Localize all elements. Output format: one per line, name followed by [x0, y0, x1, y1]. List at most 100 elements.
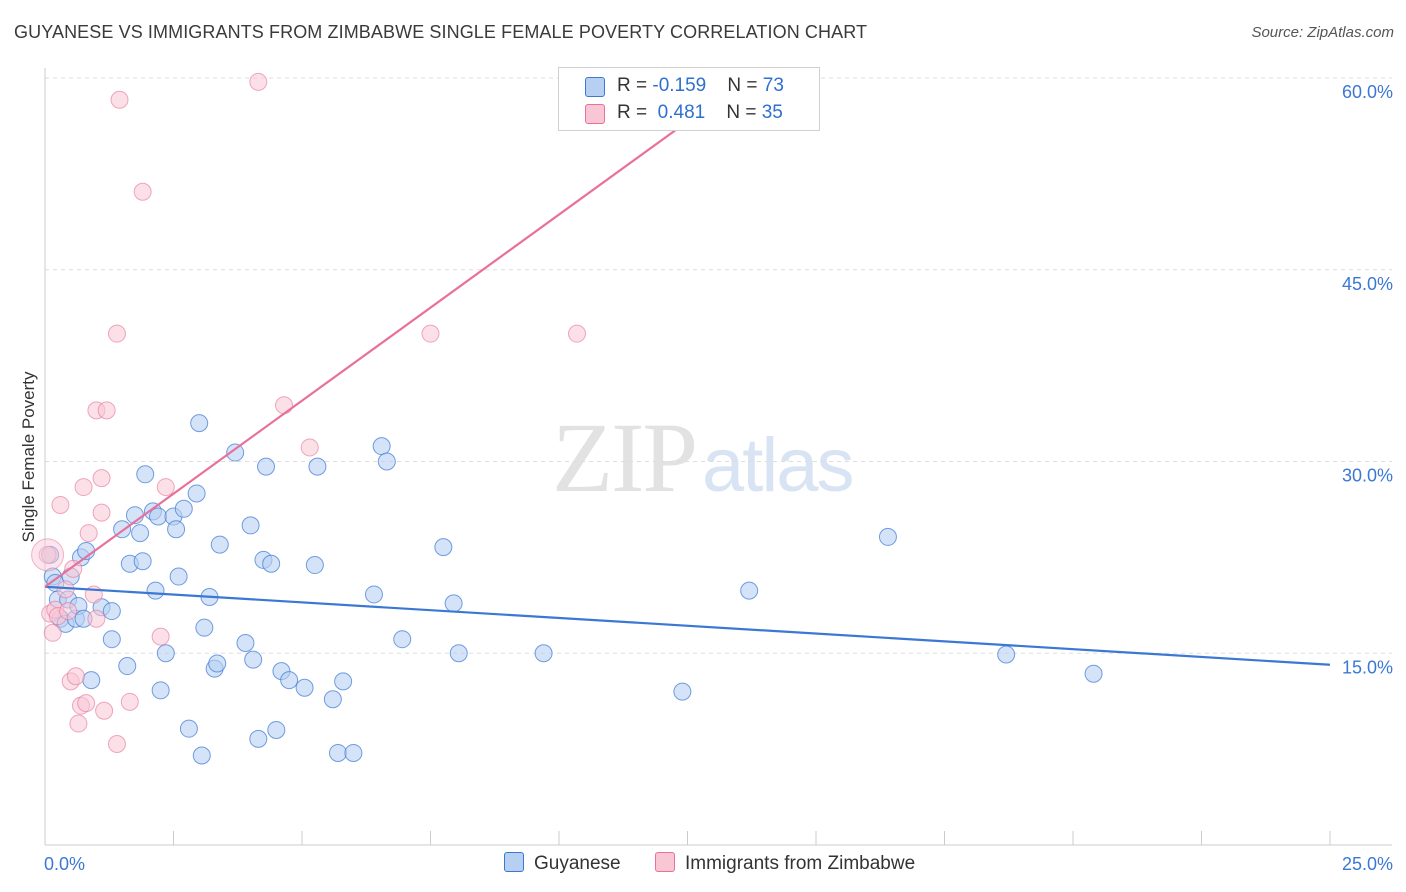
guyanese-point	[210, 535, 229, 554]
zimbabwe-point	[97, 401, 116, 420]
guyanese-point	[377, 452, 396, 471]
guyanese-point	[249, 729, 268, 748]
tick-labels: 15.0% 30.0% 45.0% 60.0% 0.0% 25.0%	[44, 82, 1393, 874]
zimbabwe-point	[249, 72, 268, 91]
guyanese-point	[167, 520, 186, 539]
guyanese-point	[82, 671, 101, 690]
zimbabwe-point	[567, 324, 586, 343]
guyanese-point	[997, 645, 1016, 664]
y-tick-label: 15.0%	[1342, 657, 1393, 677]
zimbabwe-point	[74, 478, 93, 497]
zimbabwe-point	[87, 609, 106, 628]
guyanese-point	[534, 644, 553, 663]
guyanese-point	[280, 671, 299, 690]
guyanese-point	[267, 720, 286, 739]
zimbabwe-point	[38, 545, 57, 564]
legend-r-label: R =	[617, 75, 653, 96]
guyanese-point	[241, 516, 260, 535]
zimbabwe-point	[59, 602, 78, 621]
guyanese-point	[146, 581, 165, 600]
legend-r-value: -0.159	[652, 75, 707, 96]
zimbabwe-point	[156, 478, 175, 497]
grid-lines	[45, 77, 1392, 654]
guyanese-point	[444, 594, 463, 613]
watermark-zip: ZIP	[552, 402, 698, 513]
zimbabwe-point	[51, 495, 70, 514]
guyanese-point	[449, 644, 468, 663]
guyanese-point	[208, 654, 227, 673]
legend-r-label: R =	[617, 102, 653, 123]
guyanese-point	[434, 538, 453, 557]
y-axis-title: Single Female Poverty	[19, 371, 38, 543]
guyanese-point	[305, 556, 324, 575]
guyanese-points	[41, 414, 1103, 765]
bottom-legend-zimbabwe: Immigrants from Zimbabwe	[655, 852, 915, 875]
guyanese-point	[187, 484, 206, 503]
axes	[44, 68, 1392, 846]
legend-swatch-blue	[585, 77, 605, 97]
guyanese-point	[673, 682, 692, 701]
guyanese-point	[236, 634, 255, 653]
guyanese-point	[195, 618, 214, 637]
guyanese-point	[133, 552, 152, 571]
zimbabwe-point	[66, 667, 85, 686]
guyanese-point	[151, 681, 170, 700]
guyanese-point	[190, 414, 209, 433]
x-tick-label: 0.0%	[44, 854, 85, 874]
guyanese-point	[179, 719, 198, 738]
zimbabwe-point	[133, 182, 152, 201]
correlation-legend: R = -0.159 N = 73 R = 0.481 N = 35	[558, 67, 820, 131]
zimbabwe-point	[110, 90, 129, 109]
y-tick-label: 45.0%	[1342, 274, 1393, 294]
guyanese-point	[102, 602, 121, 621]
watermark-atlas: atlas	[702, 423, 855, 508]
zimbabwe-point	[151, 627, 170, 646]
bottom-swatch-pink	[655, 852, 675, 872]
zimbabwe-point	[300, 438, 319, 457]
watermark: ZIPatlas	[552, 400, 855, 515]
zimbabwe-point	[107, 324, 126, 343]
guyanese-point	[295, 678, 314, 697]
zimbabwe-point	[421, 324, 440, 343]
guyanese-point	[262, 554, 281, 573]
guyanese-point	[878, 527, 897, 546]
zimbabwe-point	[79, 524, 98, 543]
zimbabwe-trend-line	[44, 79, 745, 588]
zimbabwe-point	[275, 396, 294, 415]
zimbabwe-point	[107, 735, 126, 754]
legend-swatch-pink	[585, 104, 605, 124]
x-tick-label: 25.0%	[1342, 854, 1393, 874]
bottom-legend-label: Immigrants from Zimbabwe	[685, 853, 916, 874]
legend-n-value: 35	[761, 102, 783, 123]
guyanese-point	[740, 581, 759, 600]
guyanese-point	[372, 437, 391, 456]
guyanese-point	[334, 672, 353, 691]
guyanese-point	[308, 457, 327, 476]
bottom-legend-guyanese: Guyanese	[504, 852, 621, 875]
guyanese-point	[257, 457, 276, 476]
zimbabwe-point	[92, 469, 111, 488]
zimbabwe-points	[31, 72, 586, 754]
guyanese-point	[169, 567, 188, 586]
y-tick-label: 60.0%	[1342, 82, 1393, 102]
zimbabwe-point	[120, 692, 139, 711]
guyanese-point	[174, 499, 193, 518]
guyanese-point	[136, 465, 155, 484]
zimbabwe-point	[95, 701, 114, 720]
guyanese-point	[323, 690, 342, 709]
bottom-swatch-blue	[504, 852, 524, 872]
chart-title: GUYANESE VS IMMIGRANTS FROM ZIMBABWE SIN…	[14, 22, 868, 42]
guyanese-point	[244, 650, 263, 669]
trend-lines	[44, 79, 1331, 666]
guyanese-point	[156, 644, 175, 663]
legend-n-label: N =	[727, 75, 763, 96]
guyanese-point	[131, 524, 150, 543]
guyanese-point	[102, 630, 121, 649]
guyanese-point	[226, 443, 245, 462]
guyanese-trend-line	[44, 585, 1331, 666]
guyanese-point	[393, 630, 412, 649]
legend-n-value: 73	[762, 75, 784, 96]
guyanese-point	[118, 657, 137, 676]
guyanese-point	[328, 743, 347, 762]
